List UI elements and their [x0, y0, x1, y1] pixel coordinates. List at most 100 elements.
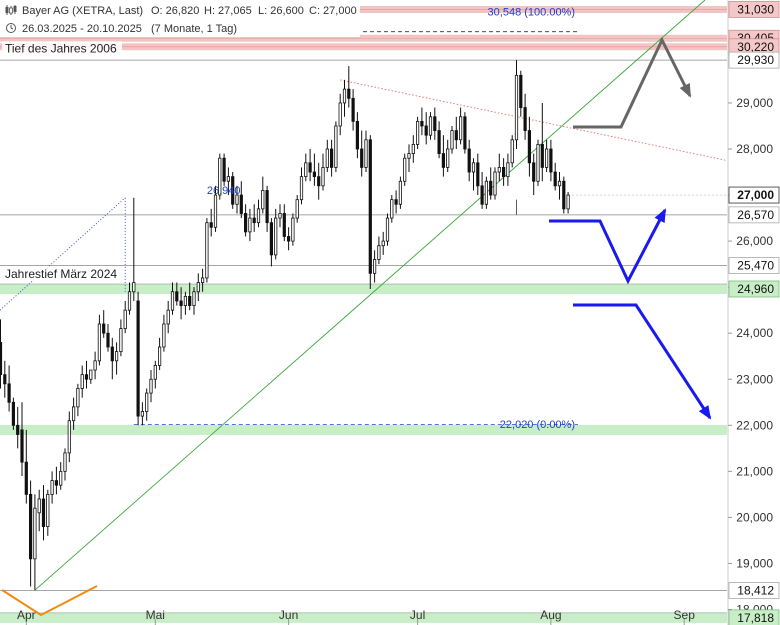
price-box: [728, 51, 780, 69]
support-band: [0, 424, 727, 435]
candle-body: [351, 97, 355, 122]
candles: [0, 60, 570, 591]
candle-body: [136, 300, 140, 417]
candle-body: [467, 148, 471, 173]
candle-body: [463, 116, 467, 150]
y-tick-label: 26,000: [736, 234, 773, 248]
candle-body: [562, 180, 566, 210]
candle-body: [557, 180, 562, 187]
annotation-text: 30,548 (100.00%): [488, 7, 575, 19]
candle-body: [132, 282, 136, 293]
scenario-arrow-blue-down-head: [698, 405, 712, 420]
candle-body: [218, 157, 222, 196]
date-range: 26.03.2025 - 20.10.2025: [22, 23, 142, 35]
candle-body: [390, 199, 394, 219]
candle-body: [261, 190, 265, 210]
candle-body: [76, 388, 80, 408]
candle-body: [192, 291, 196, 306]
candle-body: [269, 222, 274, 256]
candle-body: [312, 171, 317, 178]
candle-body: [523, 107, 527, 131]
candle-body: [46, 493, 50, 528]
annotation-text: Tief des Jahres 2006: [5, 41, 117, 55]
candle-body: [231, 176, 235, 205]
candle-body: [342, 88, 347, 104]
candle-body: [33, 507, 37, 560]
candle-body: [295, 199, 299, 219]
price-box: [728, 609, 780, 625]
candle-body: [334, 125, 338, 168]
scenario-arrow-grey: [573, 36, 692, 129]
scenario-arrows: [549, 36, 712, 420]
candle-body: [325, 148, 329, 168]
candle-body: [415, 120, 420, 145]
candle-body: [28, 493, 33, 560]
candle-body: [372, 259, 377, 274]
scenario-arrow-blue-v-head: [654, 208, 666, 223]
chart-annotations: Tief des Jahres 2006 Jahrestief März 2024…: [2, 7, 575, 431]
candle-body: [527, 130, 532, 164]
candle-body: [532, 162, 536, 182]
price-box: [728, 206, 780, 224]
candle-body: [119, 328, 123, 353]
candle-body: [484, 180, 489, 205]
candle-body: [149, 378, 153, 394]
price-box-label: 18,412: [737, 584, 774, 598]
candle-body: [140, 411, 144, 417]
x-tick-label: Mai: [146, 608, 165, 622]
candle-body: [196, 282, 200, 293]
candle-body: [89, 369, 93, 380]
candle-body: [286, 236, 291, 242]
price-box-label: 27,000: [737, 188, 774, 202]
candle-body: [183, 295, 187, 306]
candle-body: [433, 116, 437, 131]
candle-body: [24, 461, 28, 495]
x-tick-label: Jun: [279, 608, 298, 622]
orange-v-marker: [1, 585, 98, 617]
open-value: O: 26,820: [151, 5, 199, 17]
candle-body: [127, 291, 132, 311]
candle-body: [428, 116, 433, 136]
candle-body: [243, 213, 248, 233]
candle-body: [450, 130, 454, 150]
x-tick-label: Sep: [674, 608, 696, 622]
candle-body: [437, 130, 441, 155]
candle-body: [493, 171, 497, 196]
candle-body: [205, 222, 209, 279]
header-background: [0, 0, 360, 37]
x-tick-label: Jul: [410, 608, 425, 622]
candle-body: [476, 162, 480, 187]
candle-body: [50, 480, 54, 495]
x-tick-label: Aug: [540, 608, 561, 622]
candle-body: [398, 180, 403, 205]
y-tick-label: 22,000: [736, 418, 773, 432]
candle-body: [115, 351, 119, 362]
candle-body: [329, 148, 334, 168]
candle-body: [72, 406, 76, 422]
candle-body: [110, 346, 114, 362]
x-axis: AprMaiJunJulAugSepOkt: [17, 608, 696, 625]
candle-body: [41, 498, 46, 528]
candle-body: [179, 300, 183, 306]
price-box: [728, 257, 780, 274]
candle-body: [188, 295, 192, 306]
candle-body: [545, 148, 549, 168]
y-tick-label: 28,000: [736, 142, 773, 156]
candle-body: [506, 162, 510, 178]
candle-body: [63, 452, 67, 472]
y-tick-label: 19,000: [736, 556, 773, 570]
candle-body: [145, 392, 149, 412]
candle-body: [381, 240, 385, 247]
candle-body: [123, 309, 127, 329]
candle-body: [239, 194, 243, 214]
candle-body: [11, 401, 15, 426]
candle-body: [84, 374, 89, 380]
candle-body: [67, 420, 71, 454]
candle-body: [549, 148, 553, 173]
candle-body: [299, 176, 304, 201]
price-box: [728, 280, 780, 298]
price-box-label: 26,570: [737, 208, 774, 222]
price-box-label: 31,030: [737, 2, 774, 16]
candle-body: [20, 429, 24, 463]
candle-body: [514, 74, 519, 141]
